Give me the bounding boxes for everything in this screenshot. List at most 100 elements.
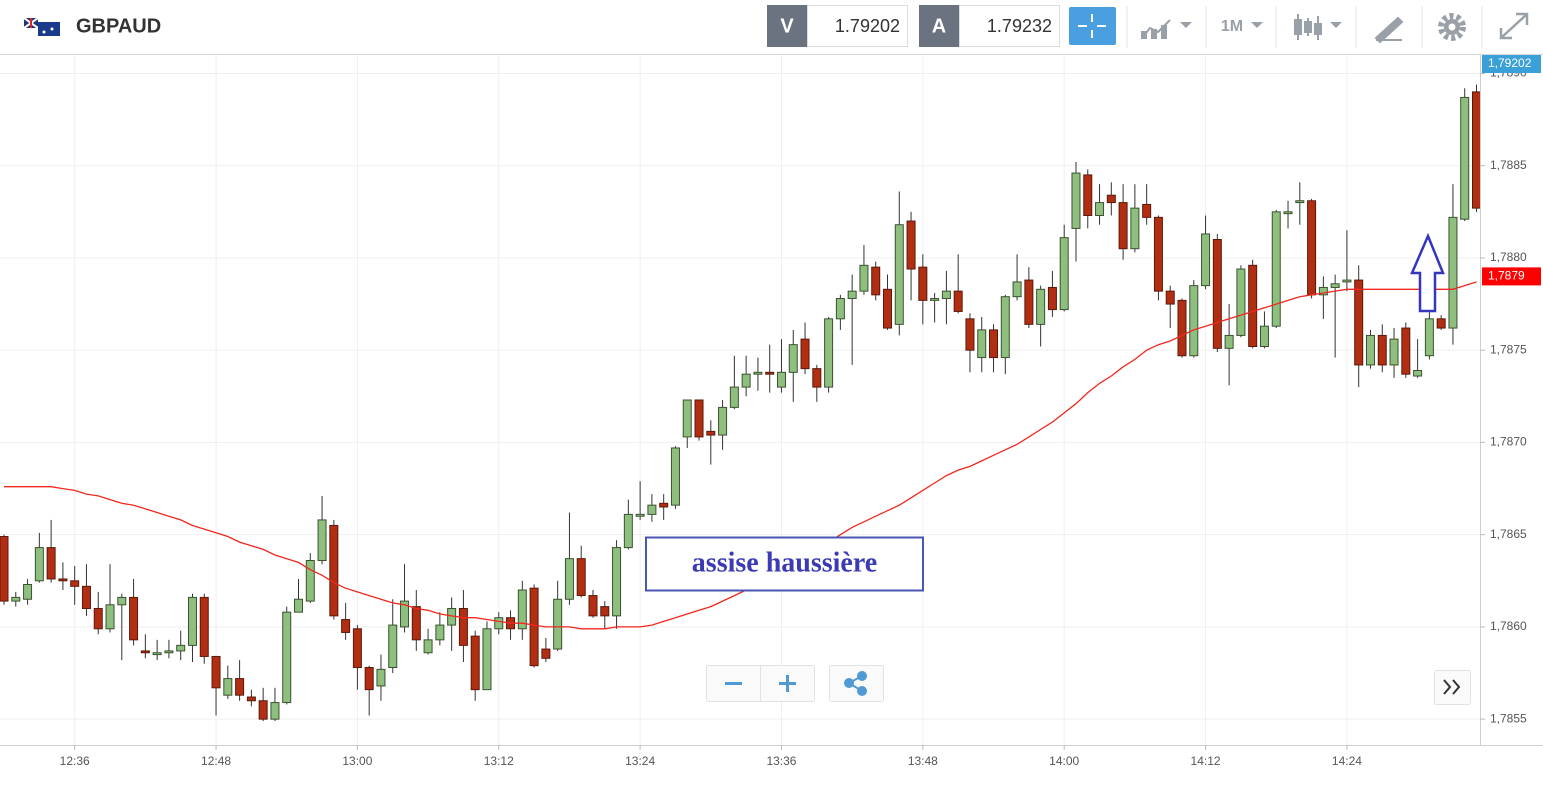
candle-body (93, 607, 103, 630)
candle-body (1307, 200, 1317, 296)
candle-body (1472, 91, 1480, 209)
x-tick-label: 14:00 (1049, 754, 1079, 768)
candle-body (270, 702, 280, 720)
candle-body (435, 624, 445, 641)
ma-badge-label: 1,7879 (1488, 269, 1525, 283)
candle-body (152, 652, 162, 656)
share-icon (844, 671, 867, 696)
candle-body (1377, 334, 1387, 366)
scroll-right-icon (1443, 679, 1461, 695)
scroll-right-button[interactable] (1434, 670, 1471, 705)
candle-body (1047, 286, 1057, 311)
candle-body (246, 696, 256, 702)
candle-body (187, 596, 197, 646)
candle-body (541, 648, 551, 659)
candle-body (400, 600, 410, 628)
drawing-tool-button[interactable] (1374, 16, 1404, 44)
candle-body (1424, 318, 1434, 357)
candle-body (1389, 338, 1399, 366)
candle-body (482, 628, 492, 691)
dropdown-caret (1330, 22, 1342, 28)
candle-body (1460, 96, 1470, 220)
candle-body (1059, 237, 1069, 311)
candle-body (706, 430, 716, 436)
annotation: assise haussière (692, 547, 877, 578)
x-tick-label: 13:00 (342, 754, 372, 768)
ask-box[interactable] (959, 5, 1060, 47)
candle-body (694, 399, 704, 438)
candle-body (600, 606, 610, 617)
candle-body (517, 589, 527, 630)
candle-body (718, 406, 728, 436)
candle-body (635, 513, 645, 517)
crosshair-icon (1078, 14, 1106, 38)
candle-body (494, 617, 504, 630)
candle-body (883, 288, 892, 329)
candle-body (918, 266, 928, 301)
candle-body (682, 399, 692, 438)
candle-body (824, 318, 834, 388)
candle-body (776, 371, 786, 388)
candle-body (977, 329, 987, 359)
fullscreen-button[interactable] (1499, 12, 1529, 40)
candle-body (352, 628, 362, 669)
y-tick-label: 1,7855 (1490, 711, 1527, 725)
x-tick-label: 13:48 (908, 754, 938, 768)
candle-body (70, 580, 80, 587)
candle-body (1224, 334, 1234, 349)
candle-body (612, 547, 622, 617)
candle-body (894, 224, 904, 325)
candle-body (847, 290, 857, 300)
candle-body (364, 667, 374, 691)
candle-body (1436, 318, 1446, 329)
x-tick-label: 14:12 (1191, 754, 1221, 768)
candle-body (1365, 334, 1375, 366)
candle-body (529, 587, 539, 667)
arrow-up (1410, 232, 1445, 313)
candle-body (1318, 286, 1328, 296)
axes: 1,7855 1,7860 1,7865 1,7870 1,7875 1,7880 1,78… (60, 55, 1541, 768)
candle-body (941, 290, 951, 300)
timeframe[interactable]: 1M (1221, 18, 1243, 35)
candle-body (376, 668, 386, 687)
annotation-box (645, 536, 924, 592)
candle-body (164, 650, 174, 654)
candle-body (11, 596, 21, 602)
bid-box[interactable] (807, 5, 908, 47)
candle-body (1342, 279, 1352, 283)
x-tick-label: 14:24 (1332, 754, 1362, 768)
x-tick-label: 13:24 (625, 754, 655, 768)
candle-body (1012, 281, 1022, 298)
settings-button[interactable] (1438, 13, 1466, 41)
candle-body (576, 558, 586, 597)
candle-body (1106, 194, 1116, 204)
candle-body (1248, 264, 1258, 347)
x-tick-label: 13:12 (484, 754, 514, 768)
candle-body (458, 607, 468, 646)
candle-body (1165, 290, 1175, 305)
candle-body (989, 329, 999, 359)
candle-body (1413, 369, 1423, 377)
candle-body (800, 338, 810, 370)
flag-icon (23, 17, 60, 36)
candle-body (659, 502, 669, 508)
crosshair-button[interactable] (1069, 7, 1116, 45)
chart-type-button[interactable] (1141, 19, 1171, 39)
candle-body (1201, 233, 1211, 287)
candle-body (117, 596, 127, 606)
candle-body (930, 298, 940, 301)
candle-body (871, 266, 881, 296)
candle-body (199, 596, 209, 657)
candle-body (906, 220, 916, 270)
candle-body (423, 639, 433, 654)
share-button[interactable] (829, 665, 884, 702)
candle-body (1130, 207, 1140, 250)
candle-body (765, 371, 775, 375)
candle-body (553, 598, 563, 650)
candle-body (1189, 285, 1199, 357)
candle-type-button[interactable] (1294, 14, 1322, 40)
zoom-in-button[interactable] (779, 675, 796, 692)
candle-body (1259, 325, 1269, 347)
x-tick-label: 12:36 (60, 754, 90, 768)
